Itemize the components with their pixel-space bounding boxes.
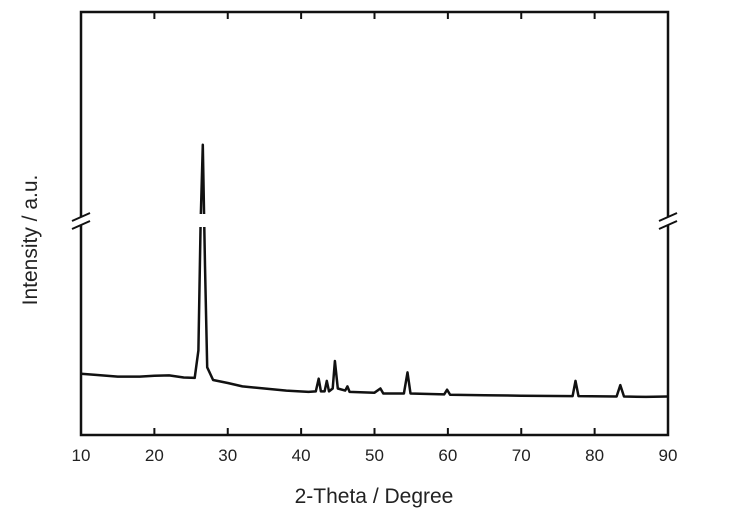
x-axis-title: 2-Theta / Degree (295, 485, 454, 508)
x-tick-label: 50 (365, 446, 384, 465)
axis-break-gap (83, 214, 666, 227)
axis-break-mark (658, 212, 678, 222)
axis-break-gap (73, 217, 89, 225)
data-line (80, 143, 669, 399)
axis-break-mark (71, 212, 91, 222)
x-tick-label: 10 (72, 446, 91, 465)
x-tick-label: 90 (659, 446, 678, 465)
plot-area: 10 20 30 40 50 60 70 80 90 (71, 10, 678, 465)
x-tick-label: 80 (585, 446, 604, 465)
x-tick-label: 70 (512, 446, 531, 465)
y-axis-title: Intensity / a.u. (19, 175, 42, 306)
x-tick-label: 30 (218, 446, 237, 465)
axis-break-gap (660, 217, 676, 225)
axis-break-mark (71, 220, 91, 230)
x-tick-label: 60 (438, 446, 457, 465)
axis-break-mark (658, 220, 678, 230)
x-tick-label: 20 (145, 446, 164, 465)
x-tick-label: 40 (292, 446, 311, 465)
